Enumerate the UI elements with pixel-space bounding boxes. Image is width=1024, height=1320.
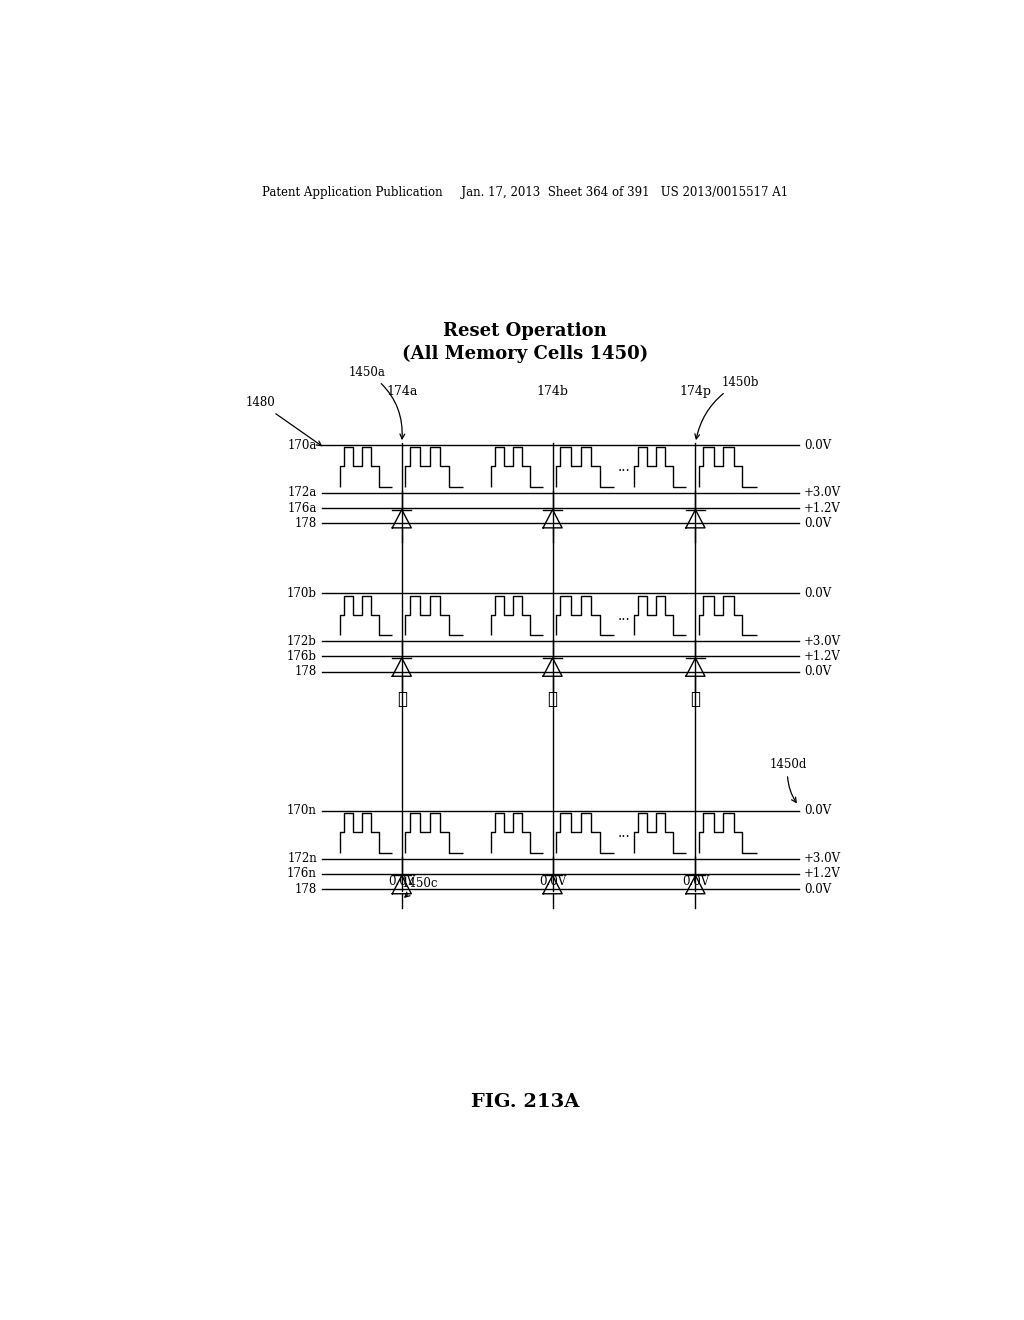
Text: 1450a: 1450a (348, 366, 404, 438)
Text: 170a: 170a (288, 438, 316, 451)
Text: 176b: 176b (287, 649, 316, 663)
Text: 0.0V: 0.0V (804, 517, 831, 529)
Text: 0.0V: 0.0V (539, 875, 566, 888)
Text: 0.0V: 0.0V (804, 804, 831, 817)
Text: 176n: 176n (287, 867, 316, 880)
Text: ...: ... (617, 461, 631, 474)
Text: 174b: 174b (537, 385, 568, 399)
Text: 174p: 174p (680, 385, 712, 399)
Text: 172n: 172n (287, 853, 316, 865)
Text: 172a: 172a (288, 486, 316, 499)
Text: FIG. 213A: FIG. 213A (471, 1093, 579, 1110)
Text: (All Memory Cells 1450): (All Memory Cells 1450) (401, 345, 648, 363)
Text: Patent Application Publication     Jan. 17, 2013  Sheet 364 of 391   US 2013/001: Patent Application Publication Jan. 17, … (262, 186, 787, 199)
Text: 1480: 1480 (246, 396, 322, 446)
Text: 1450c: 1450c (401, 878, 438, 898)
Text: ⋮: ⋮ (690, 690, 700, 708)
Text: +3.0V: +3.0V (804, 486, 842, 499)
Text: ⋮: ⋮ (548, 690, 558, 708)
Text: 174a: 174a (386, 385, 418, 399)
Text: 176a: 176a (288, 502, 316, 515)
Text: 170b: 170b (287, 587, 316, 599)
Text: +3.0V: +3.0V (804, 853, 842, 865)
Text: ...: ... (617, 609, 631, 623)
Text: 172b: 172b (287, 635, 316, 648)
Text: 0.0V: 0.0V (804, 665, 831, 678)
Text: +1.2V: +1.2V (804, 867, 841, 880)
Text: 170n: 170n (287, 804, 316, 817)
Text: Reset Operation: Reset Operation (443, 322, 606, 341)
Text: 0.0V: 0.0V (682, 875, 709, 888)
Text: +3.0V: +3.0V (804, 635, 842, 648)
Text: 178: 178 (295, 517, 316, 529)
Text: ⋮: ⋮ (396, 690, 407, 708)
Text: 1450b: 1450b (695, 376, 759, 438)
Text: 0.0V: 0.0V (804, 438, 831, 451)
Text: 178: 178 (295, 665, 316, 678)
Text: ...: ... (617, 826, 631, 840)
Text: 1450d: 1450d (769, 758, 807, 803)
Text: 0.0V: 0.0V (804, 587, 831, 599)
Text: 0.0V: 0.0V (804, 883, 831, 896)
Text: 178: 178 (295, 883, 316, 896)
Text: 0.0V: 0.0V (388, 875, 416, 888)
Text: +1.2V: +1.2V (804, 502, 841, 515)
Text: +1.2V: +1.2V (804, 649, 841, 663)
